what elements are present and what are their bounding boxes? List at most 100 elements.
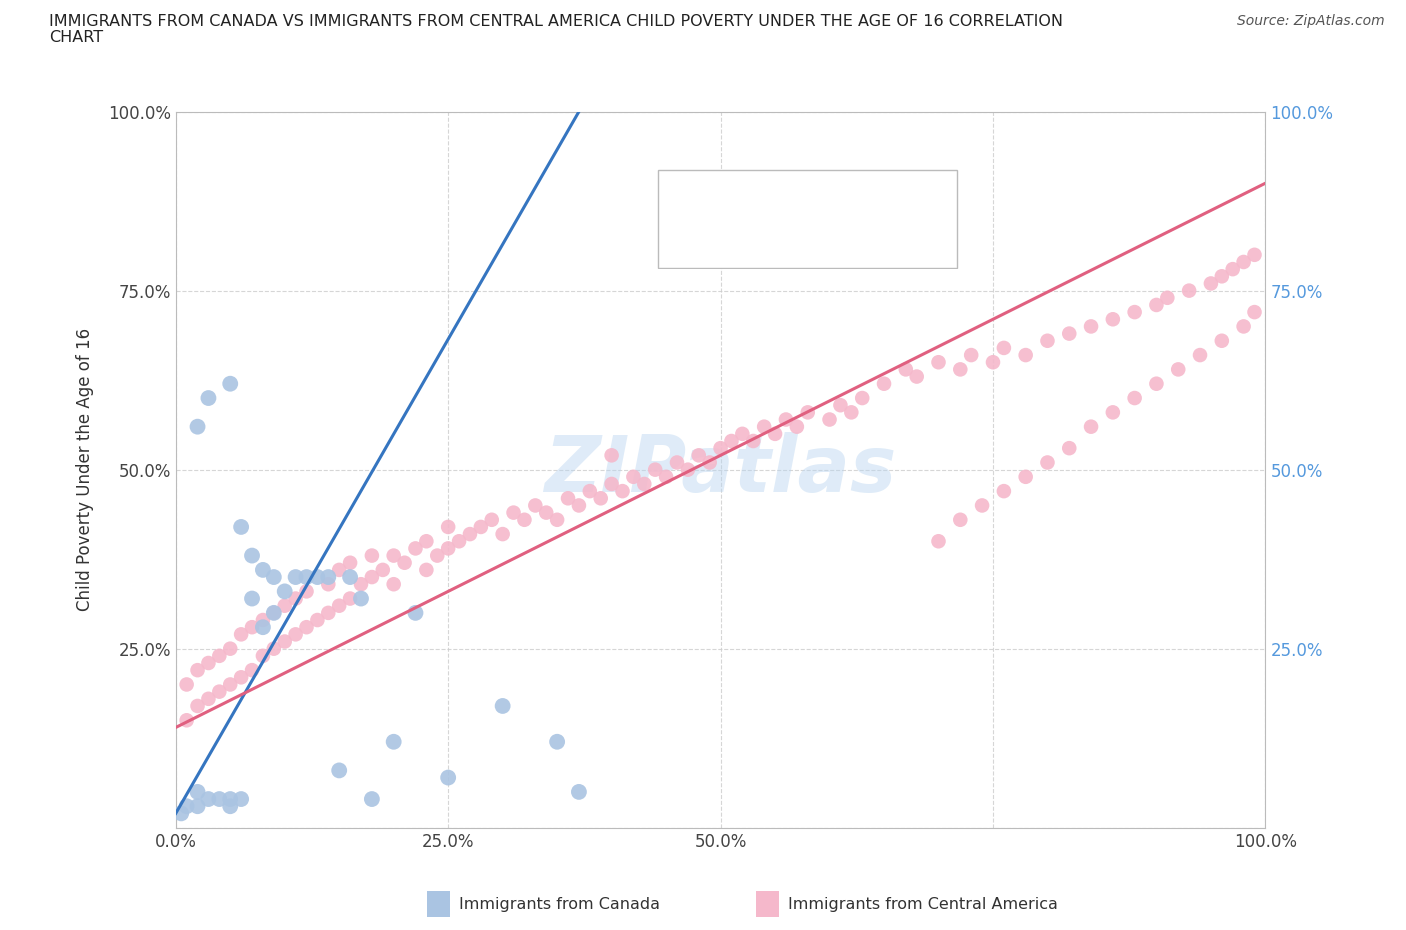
Y-axis label: Child Poverty Under the Age of 16: Child Poverty Under the Age of 16 [76,328,94,611]
Point [1036,455,1059,470]
Point [546,735,568,750]
Point [710,441,733,456]
Point [492,698,515,713]
Bar [668,178,707,212]
Point [339,569,361,585]
Point [754,419,776,434]
Point [1199,276,1222,291]
Point [699,455,721,470]
Point [568,785,591,800]
Point [186,419,209,434]
Point [644,462,666,477]
Point [360,548,382,563]
Point [1243,305,1265,320]
Point [1057,441,1080,456]
Point [208,791,231,806]
Text: CHART: CHART [49,30,103,45]
Point [176,677,198,692]
Point [219,799,242,814]
Point [240,591,263,606]
Point [415,563,437,578]
Bar [668,225,707,259]
Point [284,569,307,585]
Point [1102,405,1125,419]
Point [263,605,285,620]
Point [186,785,209,800]
Point [1156,290,1178,305]
Point [1080,319,1102,334]
Point [318,569,340,585]
Point [240,548,263,563]
Point [437,770,460,785]
Point [318,577,340,591]
Point [1036,333,1059,348]
Point [170,806,193,821]
Point [274,598,297,613]
Point [513,512,536,527]
Point [873,377,896,392]
Point [295,619,318,634]
Point [405,541,427,556]
Point [263,642,285,657]
Point [458,526,481,541]
Text: Source: ZipAtlas.com: Source: ZipAtlas.com [1237,14,1385,28]
Point [328,763,350,777]
Point [1102,312,1125,326]
Point [197,656,219,671]
Point [437,520,460,535]
Point [949,512,972,527]
Point [894,362,917,377]
Point [328,563,350,578]
Point [240,663,263,678]
Point [382,577,405,591]
Point [1123,305,1146,320]
Text: Immigrants from Central America: Immigrants from Central America [789,897,1059,912]
Point [394,555,416,570]
Point [186,799,209,814]
Point [186,698,209,713]
Point [1211,269,1233,284]
Point [219,642,242,657]
Point [231,520,253,535]
Point [219,791,242,806]
Point [981,355,1004,370]
Text: Immigrants from Canada: Immigrants from Canada [460,897,661,912]
Point [655,470,678,485]
Point [231,791,253,806]
Point [1080,419,1102,434]
Point [186,663,209,678]
Point [928,355,950,370]
Point [1232,255,1256,270]
Point [240,619,263,634]
Point [1144,377,1167,392]
Point [688,448,710,463]
Point [579,484,602,498]
Point [274,634,297,649]
Point [612,484,634,498]
Point [197,691,219,706]
Point [415,534,437,549]
Point [1015,348,1038,363]
Point [437,541,460,556]
Point [1015,470,1038,485]
Point [546,512,568,527]
Point [208,648,231,663]
Point [231,627,253,642]
Point [841,405,863,419]
Point [600,476,623,491]
Point [208,684,231,699]
Point [295,569,318,585]
Point [502,505,524,520]
Point [231,670,253,684]
Point [742,433,765,448]
Point [252,648,274,663]
Point [176,712,198,727]
Point [796,405,818,419]
Point [633,476,655,491]
Point [1232,319,1256,334]
Point [350,591,373,606]
Point [1243,247,1265,262]
Bar [427,891,450,917]
Point [557,491,579,506]
Point [666,455,689,470]
